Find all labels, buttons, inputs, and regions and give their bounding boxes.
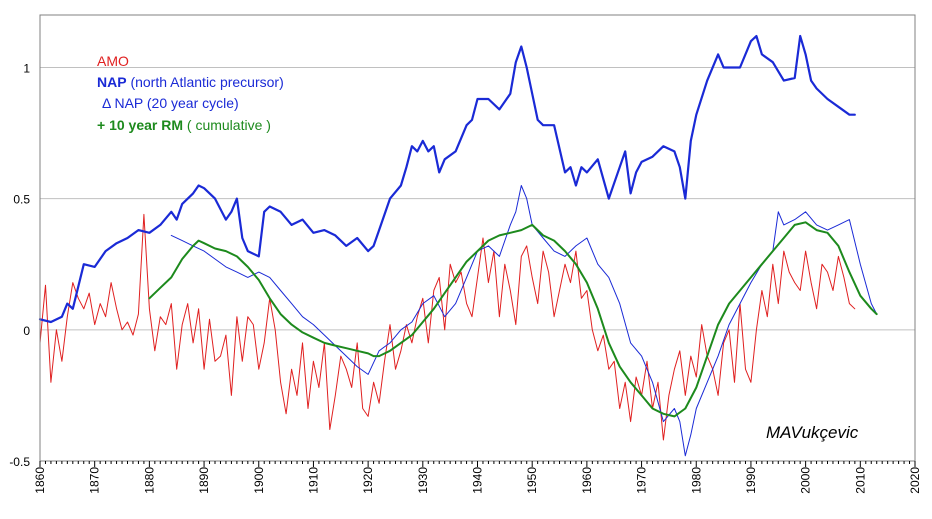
signature: MAVukçevic — [766, 423, 859, 442]
legend-nap-bold: NAP — [97, 74, 127, 90]
legend-rm: + 10 year RM ( cumulative ) — [97, 117, 271, 133]
x-tick-label: 1910 — [306, 467, 320, 494]
legend: AMO NAP (north Atlantic precursor) Δ NAP… — [97, 53, 284, 133]
x-tick-label: 1950 — [525, 467, 539, 494]
legend-nap: NAP (north Atlantic precursor) — [97, 74, 284, 90]
series-line-amo — [39, 213, 856, 441]
grid-layer — [40, 66, 915, 331]
x-tick-label: 1940 — [471, 467, 485, 494]
legend-rm-bold: + 10 year RM — [97, 117, 183, 133]
x-tick-label: 1860 — [33, 467, 47, 494]
axis-layer: -0.5 0 0.5 1 1860 1870 1880 1890 1900 1910 1920 193… — [9, 61, 922, 493]
y-tick-label: -0.5 — [9, 455, 30, 469]
y-tick-label: 1 — [23, 61, 30, 75]
x-tick-label: 1890 — [197, 467, 211, 494]
x-tick-label: 2020 — [908, 467, 922, 494]
x-tick-label: 1970 — [635, 467, 649, 494]
x-tick-label: 1960 — [580, 467, 594, 494]
x-tick-label: 2000 — [799, 467, 813, 494]
legend-amo: AMO — [97, 53, 129, 69]
plot-area — [40, 15, 915, 461]
x-tick-label: 1980 — [689, 467, 703, 494]
series-layer — [38, 34, 878, 457]
y-tick-label: 0.5 — [13, 193, 30, 207]
x-tick-label: 1870 — [88, 467, 102, 494]
series-line-nap — [38, 34, 856, 324]
x-tick-label: 1920 — [361, 467, 375, 494]
x-tick-label: 1990 — [744, 467, 758, 494]
legend-dnap: Δ NAP (20 year cycle) — [102, 95, 239, 111]
x-tick-label: 1930 — [416, 467, 430, 494]
x-tick-label: 1900 — [252, 467, 266, 494]
x-tick-label: 2010 — [853, 467, 867, 494]
legend-nap-rest: (north Atlantic precursor) — [127, 74, 284, 90]
series-line-rm — [148, 221, 878, 418]
y-tick-label: 0 — [23, 324, 30, 338]
x-tick-label: 1880 — [142, 467, 156, 494]
legend-rm-rest: ( cumulative ) — [183, 117, 271, 133]
